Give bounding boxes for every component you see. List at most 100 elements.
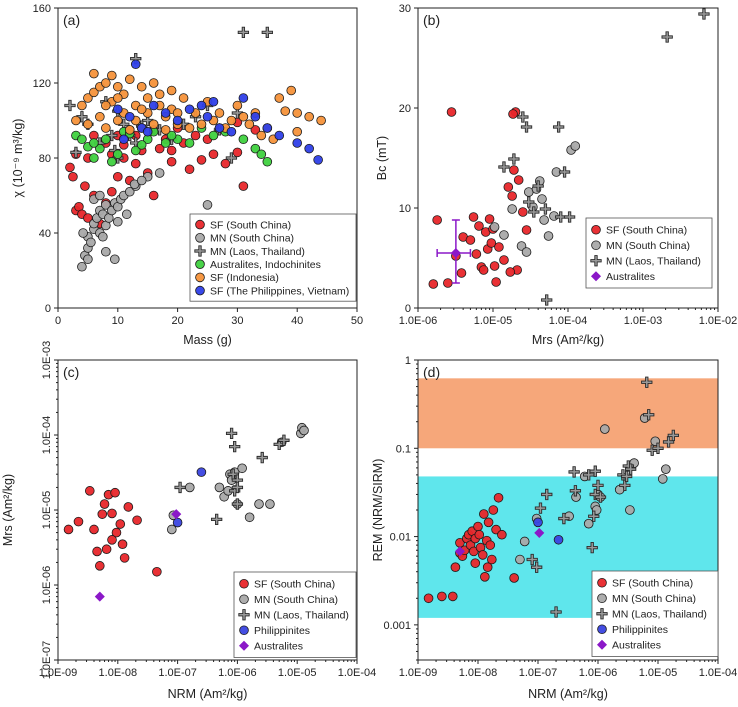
data-point <box>534 527 545 538</box>
data-point <box>185 482 195 493</box>
x-tick-label: 20 <box>171 315 183 327</box>
legend: SF (South China) MN (South China) MN (Laos… <box>233 571 357 658</box>
data-point <box>261 26 273 39</box>
data-point <box>519 536 530 547</box>
y-axis-label: Bc (mT) <box>375 136 389 180</box>
y-tick-label: 40 <box>39 228 51 240</box>
data-point <box>238 134 249 145</box>
data-point <box>231 481 244 494</box>
data-point <box>107 535 117 545</box>
data-point <box>597 624 607 635</box>
series <box>428 107 532 289</box>
data-point <box>136 140 147 150</box>
series <box>515 413 671 565</box>
data-point <box>498 161 510 173</box>
y-tick-label: 0 <box>45 303 51 315</box>
data-point <box>154 143 165 154</box>
data-point <box>214 123 225 133</box>
data-point <box>428 279 439 289</box>
data-point <box>450 562 461 572</box>
data-point <box>89 138 99 148</box>
data-point <box>256 130 267 141</box>
data-point <box>117 539 128 549</box>
data-point <box>583 469 595 481</box>
data-point <box>111 527 122 538</box>
series <box>113 59 323 165</box>
y-tick-label: 20 <box>399 103 411 115</box>
data-point <box>64 99 76 112</box>
x-tick-label: 30 <box>231 315 243 327</box>
x-axis-label: Mrs (Am²/kg) <box>532 333 604 347</box>
data-point <box>423 593 434 604</box>
series <box>454 527 545 557</box>
data-point <box>83 254 93 265</box>
data-point <box>508 109 518 119</box>
data-point <box>113 216 123 227</box>
data-point <box>208 130 219 141</box>
data-point <box>521 225 532 235</box>
data-point <box>172 517 183 528</box>
x-tick-label: 1.0E-06 <box>218 667 257 679</box>
data-point <box>174 481 186 494</box>
legend-entry: Philippinites <box>254 625 310 637</box>
data-point <box>107 508 117 519</box>
panel-d: 1.0E-09 1.0E-08 1.0E-07 1.0E-06 1.0E-05 1.0E-… <box>371 355 737 701</box>
data-point <box>101 78 111 88</box>
data-point <box>237 26 250 39</box>
series <box>174 427 290 526</box>
data-point <box>101 246 111 257</box>
x-tick-label: 50 <box>351 315 363 327</box>
data-point <box>99 499 110 509</box>
data-point <box>196 100 207 111</box>
data-point <box>273 438 285 451</box>
x-tick-label: 10 <box>112 315 124 327</box>
series <box>77 168 213 272</box>
y-tick-label: 0 <box>405 303 411 315</box>
legend-entry: Australites, Indochinites <box>210 259 321 271</box>
data-point <box>473 521 483 532</box>
data-point <box>262 123 273 133</box>
data-point <box>130 158 141 169</box>
data-point <box>541 294 553 306</box>
data-point <box>184 123 195 133</box>
y-tick-label: 1.0E-03 <box>41 341 53 380</box>
x-tick-label: 0 <box>55 315 61 327</box>
data-point <box>539 203 552 215</box>
legend-entry: MN (Laos, Thailand) <box>210 246 305 258</box>
y-tick-label: 10 <box>399 203 411 215</box>
y-tick-label: 80 <box>39 153 51 165</box>
data-point <box>208 96 219 107</box>
data-point <box>450 247 461 259</box>
data-point <box>590 271 602 282</box>
panel-c: 1.0E-09 1.0E-08 1.0E-07 1.0E-06 1.0E-05 1.0E-… <box>1 341 376 701</box>
data-point <box>667 429 679 442</box>
data-point <box>526 553 538 566</box>
data-point <box>552 121 565 133</box>
series <box>526 376 679 618</box>
data-point <box>97 509 108 519</box>
data-point <box>262 156 273 167</box>
y-axis-label: Mrs (Am²/kg) <box>1 474 15 546</box>
data-point <box>590 255 602 267</box>
data-point <box>184 164 195 175</box>
x-tick-label: 1.0E-08 <box>459 667 498 679</box>
data-point <box>600 424 610 434</box>
data-point <box>446 107 457 117</box>
data-point <box>698 8 710 20</box>
data-point <box>166 85 177 96</box>
legend-entry: SF (South China) <box>612 578 693 590</box>
legend-entry: SF (Indonesia) <box>210 272 279 284</box>
data-point <box>95 111 105 122</box>
data-point <box>107 186 117 197</box>
data-point <box>123 502 134 512</box>
series <box>71 68 326 145</box>
series <box>423 492 519 604</box>
y-tick-label: 0.001 <box>383 620 411 632</box>
legend-box <box>585 217 713 289</box>
data-point <box>89 68 99 79</box>
data-point <box>489 261 500 271</box>
data-point <box>84 486 95 496</box>
data-point <box>513 175 524 185</box>
data-point <box>589 465 601 477</box>
